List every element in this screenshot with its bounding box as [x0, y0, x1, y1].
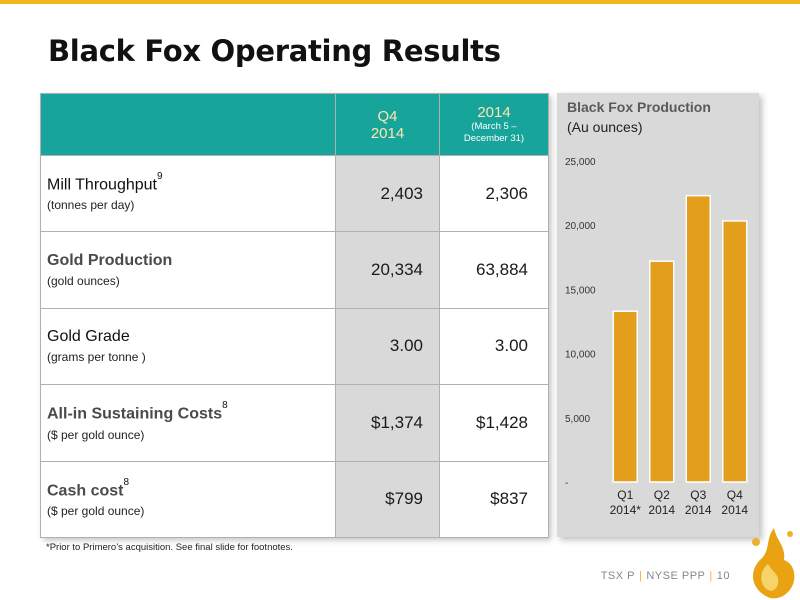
bar-q1 — [612, 310, 638, 483]
metric-unit: (gold ounces) — [47, 274, 120, 289]
row-label: Gold Production (gold ounces) — [40, 231, 336, 309]
table-row: Gold Grade (grams per tonne ) 3.00 3.00 — [40, 307, 549, 386]
bar-q2 — [649, 260, 675, 483]
table-row: Cash cost8 ($ per gold ounce) $799 $837 — [40, 460, 549, 538]
x-tick-label: Q1 — [617, 488, 633, 502]
metric-name: Mill Throughput — [47, 176, 157, 194]
value-year: 63,884 — [439, 231, 549, 309]
metric-name: Cash cost — [47, 481, 124, 499]
x-tick-label: Q4 — [727, 488, 743, 502]
x-tick-label: Q2 — [654, 488, 670, 502]
production-bar-chart: -5,00010,00015,00020,00025,000Q12014*Q22… — [565, 157, 748, 517]
x-tick-label: 2014* — [610, 503, 642, 517]
value-q4: 20,334 — [335, 231, 440, 309]
footnote-ref: 8 — [222, 400, 228, 412]
header-metric — [40, 93, 336, 156]
metric-unit: ($ per gold ounce) — [47, 503, 145, 518]
y-tick-label: 5,000 — [565, 414, 590, 425]
x-tick-label: 2014 — [685, 503, 712, 517]
row-label: Gold Grade (grams per tonne ) — [40, 307, 336, 386]
y-tick-label: 15,000 — [565, 285, 596, 296]
gold-splash-decoration — [752, 528, 795, 599]
table-row: Gold Production (gold ounces) 20,334 63,… — [40, 231, 549, 309]
table-row: Mill Throughput9 (tonnes per day) 2,403 … — [40, 154, 549, 233]
footer: TSX P | NYSE PPP | 10 — [601, 570, 730, 582]
y-tick-label: 25,000 — [565, 157, 596, 168]
footnote-ref: 9 — [156, 171, 163, 183]
header-q4-line2: 2014 — [370, 124, 405, 142]
row-label: Cash cost8 ($ per gold ounce) — [40, 460, 336, 538]
chart-subtitle: (Au ounces) — [567, 119, 643, 135]
value-year: 2,306 — [439, 154, 549, 233]
value-year: $1,428 — [439, 384, 549, 462]
metric-unit: (tonnes per day) — [47, 198, 135, 213]
footer-separator: | — [639, 570, 643, 582]
value-q4: 2,403 — [335, 154, 440, 233]
chart-title: Black Fox Production — [567, 99, 711, 115]
header-2014: 2014 (March 5 – December 31) — [439, 93, 549, 156]
header-q4-line1: Q4 — [377, 107, 398, 125]
bar-q3 — [685, 194, 711, 483]
bar-q4 — [722, 220, 748, 483]
footer-tsx: TSX P — [600, 570, 635, 582]
value-q4: $799 — [335, 460, 440, 538]
value-year: $837 — [439, 460, 549, 538]
x-tick-label: Q3 — [690, 488, 706, 502]
value-q4: 3.00 — [335, 307, 440, 386]
metric-unit: ($ per gold ounce) — [47, 427, 145, 442]
footnote: *Prior to Primero’s acquisition. See fin… — [46, 542, 293, 553]
row-label: All-in Sustaining Costs8 ($ per gold oun… — [40, 384, 336, 462]
footnote-ref: 8 — [123, 476, 130, 488]
header-year-line3: December 31) — [463, 133, 525, 144]
x-tick-label: 2014 — [721, 503, 748, 517]
y-tick-label: - — [565, 478, 568, 489]
value-year: 3.00 — [439, 307, 549, 386]
footer-separator: | — [709, 570, 713, 582]
page-number: 10 — [716, 570, 730, 582]
metric-name: Gold Grade — [47, 328, 130, 346]
table-header-row: Q4 2014 2014 (March 5 – December 31) — [40, 93, 549, 156]
production-chart-panel: Black Fox Production (Au ounces) - 5,000 1… — [557, 93, 759, 537]
x-tick-label: 2014 — [648, 503, 675, 517]
metric-unit: (grams per tonne ) — [47, 350, 146, 365]
footer-nyse: NYSE PPP — [646, 570, 706, 582]
header-year-line2: (March 5 – — [471, 121, 517, 132]
top-accent-rule — [0, 0, 800, 4]
metric-name: All-in Sustaining Costs — [47, 405, 223, 423]
value-q4: $1,374 — [335, 384, 440, 462]
header-q4-2014: Q4 2014 — [335, 93, 440, 156]
y-tick-label: 10,000 — [565, 350, 596, 361]
header-year-line1: 2014 — [477, 104, 511, 121]
row-label: Mill Throughput9 (tonnes per day) — [40, 154, 336, 233]
table-row: All-in Sustaining Costs8 ($ per gold oun… — [40, 384, 549, 462]
slide-title: Black Fox Operating Results — [48, 34, 501, 68]
operating-results-table: Q4 2014 2014 (March 5 – December 31) Mil… — [40, 93, 549, 538]
metric-name: Gold Production — [47, 252, 173, 270]
y-tick-label: 20,000 — [565, 221, 596, 232]
